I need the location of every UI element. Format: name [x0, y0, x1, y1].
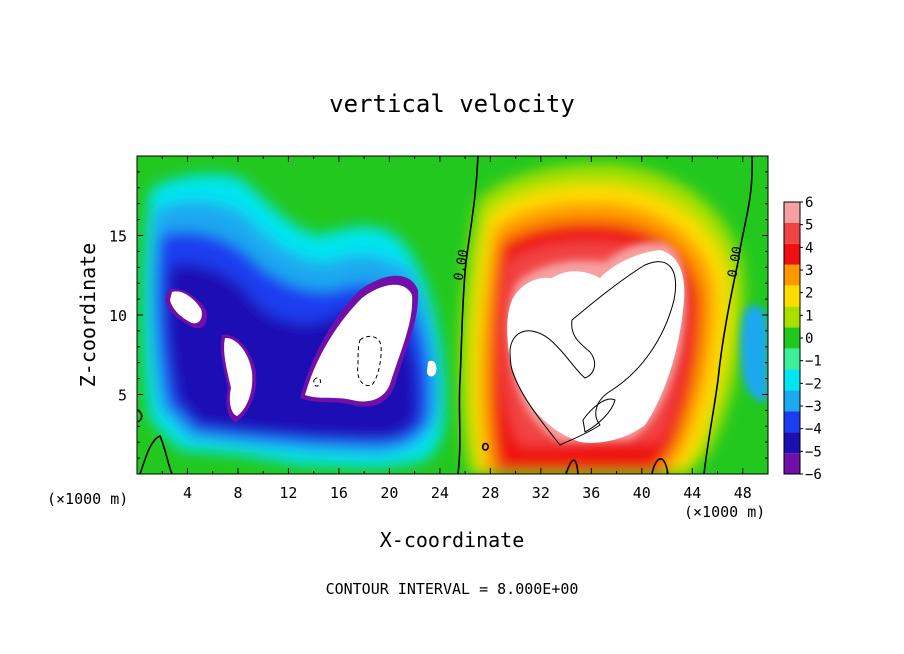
colorbar-swatch: [784, 390, 800, 412]
zero-contour-bottom-left: [139, 434, 173, 474]
zero-contour-left: [457, 156, 479, 474]
colorbar-swatch: [784, 348, 800, 370]
x-tick-label: 48: [734, 484, 752, 502]
colorbar-swatch: [784, 453, 800, 474]
colorbar-label: 6: [805, 195, 813, 211]
x-tick-label: 44: [683, 484, 701, 502]
colorbar-swatch: [784, 243, 800, 265]
colorbar-label: 0: [805, 331, 813, 347]
y-tick-label: 5: [118, 387, 127, 405]
x-tick-label: 12: [279, 484, 297, 502]
x-tick-label: 24: [431, 484, 449, 502]
colorbar-swatch: [784, 202, 800, 223]
zero-contour-bottom-right: [651, 458, 669, 474]
y-tick-label: 15: [109, 228, 127, 246]
interior-contours: [509, 261, 676, 446]
x-tick-label: 32: [532, 484, 550, 502]
colorbar-label: −4: [805, 422, 822, 438]
colorbar-label: 4: [805, 240, 813, 256]
x-tick-label: 20: [380, 484, 398, 502]
colorbar-swatch: [784, 327, 800, 349]
heatmap-field: [137, 156, 768, 474]
colorbar-label: −1: [805, 354, 822, 370]
chart-title: vertical velocity: [329, 90, 575, 118]
zero-contour-bottom-mid: [565, 459, 579, 474]
x-tick-label: 36: [582, 484, 600, 502]
contour-value-label: 0.00: [725, 245, 745, 278]
colorbar-label: 5: [805, 218, 813, 234]
colorbar-swatch: [784, 222, 800, 244]
x-unit-left: (×1000 m): [47, 490, 128, 508]
y-axis-ticks: 5 10 15: [109, 171, 768, 459]
x-tick-label: 28: [481, 484, 499, 502]
x-unit-right: (×1000 m): [684, 503, 765, 521]
zero-contour-small: [481, 442, 489, 451]
colorbar-label: −2: [805, 376, 822, 392]
colorbar-label: −3: [805, 399, 822, 415]
updraft-saturated-core: [507, 250, 685, 443]
right-edge-downdraft: [740, 305, 768, 402]
colorbar-swatch: [784, 264, 800, 286]
y-axis-label: Z-coordinate: [76, 243, 100, 388]
zero-contour-right: [703, 156, 754, 474]
x-axis-label: X-coordinate: [380, 528, 525, 552]
x-tick-label: 16: [330, 484, 348, 502]
contour-interval-note: CONTOUR INTERVAL = 8.000E+00: [326, 580, 579, 598]
x-axis-ticks: 4 8 12 16 20 24 28 32 36 40 44 48: [161, 156, 752, 502]
colorbar-label: 3: [805, 263, 813, 279]
x-tick-label: 40: [633, 484, 651, 502]
downdraft-cores: [165, 275, 437, 422]
colorbar: 6 5 4 3 2 1 0 −1 −2 −3 −4 −5 −6: [783, 195, 822, 483]
colorbar-label: 1: [805, 308, 813, 324]
colorbar-swatch: [784, 306, 800, 328]
colorbar-label: −5: [805, 444, 822, 460]
x-tick-label: 8: [233, 484, 242, 502]
colorbar-label: −6: [805, 467, 822, 483]
y-tick-label: 10: [109, 307, 127, 325]
colorbar-swatch: [784, 369, 800, 391]
dashed-contours: [313, 335, 382, 387]
colorbar-swatch: [784, 432, 800, 454]
colorbar-swatch: [784, 411, 800, 433]
colorbar-label: 2: [805, 286, 813, 302]
contour-value-label: 0.00: [452, 248, 472, 281]
colorbar-swatch: [784, 285, 800, 307]
contour-labels: 0.00 0.00: [452, 245, 746, 282]
x-tick-label: 4: [183, 484, 192, 502]
